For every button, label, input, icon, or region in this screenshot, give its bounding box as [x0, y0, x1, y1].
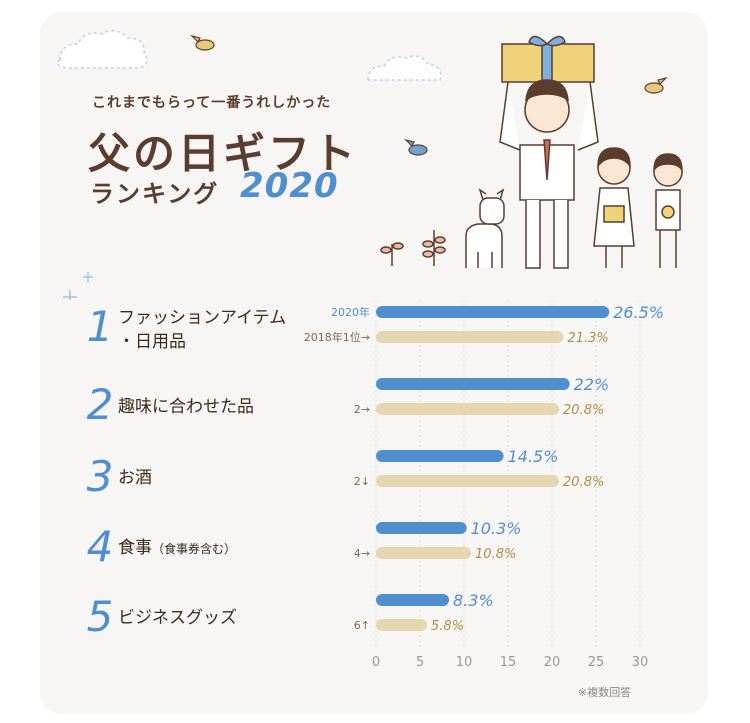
rank-label: お酒	[118, 466, 152, 490]
rank-number: 4	[86, 522, 114, 571]
value-label-2020: 14.5%	[508, 447, 559, 466]
x-tick-label: 15	[500, 655, 517, 670]
footnote: ※複数回答	[578, 686, 632, 699]
ranking-word: ランキング	[90, 180, 220, 208]
boy-icon	[653, 153, 683, 268]
bar-2020	[376, 306, 610, 318]
bar-2020	[376, 450, 504, 462]
series-label-2018: 6↑	[354, 619, 370, 632]
illustration	[56, 30, 683, 300]
rank-number: 5	[86, 592, 114, 641]
value-label-2018: 20.8%	[563, 403, 604, 418]
rank-label-line1: ビジネスグッズ	[118, 608, 237, 628]
value-label-2020: 10.3%	[471, 519, 522, 538]
bar-2018	[376, 547, 472, 559]
x-tick-label: 5	[416, 655, 424, 670]
rank-number: 2	[86, 380, 114, 429]
rank-label: ファッションアイテム ・日用品	[118, 306, 286, 354]
bar-2020	[376, 378, 570, 390]
rank-label-line2: ・日用品	[118, 332, 186, 352]
x-tick-label: 20	[544, 655, 561, 670]
girl-icon	[593, 147, 635, 268]
title-year: 2020	[240, 166, 339, 206]
value-label-2018: 5.8%	[431, 619, 464, 634]
bar-2018	[376, 619, 428, 631]
bar-2020	[376, 594, 450, 606]
bar-2018	[376, 403, 560, 415]
dog-icon	[465, 188, 505, 268]
x-tick-label: 25	[588, 655, 605, 670]
rank-label-note: （食事券含む）	[152, 542, 237, 556]
rank-number: 1	[86, 302, 114, 351]
sparkle-icon	[63, 272, 93, 300]
bird-icon	[404, 138, 428, 156]
x-tick-label: 0	[372, 655, 380, 670]
rank-label-line1: 食事	[118, 538, 152, 558]
bar-2018	[376, 475, 560, 487]
rank-number: 3	[86, 452, 114, 501]
subtitle: これまでもらって一番うれしかった	[92, 95, 332, 111]
rank-label-line1: お酒	[118, 468, 152, 488]
value-label-2020: 22%	[574, 375, 610, 394]
bar-2020	[376, 522, 467, 534]
series-label-2020: 2020年	[331, 305, 370, 319]
x-tick-label: 30	[632, 655, 649, 670]
bird-icon	[190, 34, 668, 94]
series-label-2018: 4→	[354, 547, 370, 560]
series-label-2018: 2018年1位→	[304, 330, 370, 344]
series-label-2018: 2↓	[354, 475, 370, 488]
bar-2018	[376, 331, 564, 343]
value-label-2018: 20.8%	[563, 475, 604, 490]
rank-label: 食事（食事券含む）	[118, 536, 236, 561]
value-label-2018: 21.3%	[567, 331, 608, 346]
series-label-2018: 2→	[354, 403, 370, 416]
cloud-icon	[56, 30, 442, 81]
value-label-2020: 8.3%	[453, 591, 494, 610]
father-icon	[499, 35, 599, 269]
value-label-2018: 10.8%	[475, 547, 516, 562]
rank-label: ビジネスグッズ	[118, 606, 237, 630]
rank-label: 趣味に合わせた品	[118, 395, 254, 419]
rank-label-line1: ファッションアイテム	[118, 308, 287, 328]
rank-label-line1: 趣味に合わせた品	[118, 397, 254, 417]
value-label-2020: 26.5%	[613, 303, 664, 322]
x-tick-label: 10	[456, 655, 473, 670]
plant-icon	[380, 230, 446, 266]
page-title: 父の日ギフト	[88, 129, 359, 178]
